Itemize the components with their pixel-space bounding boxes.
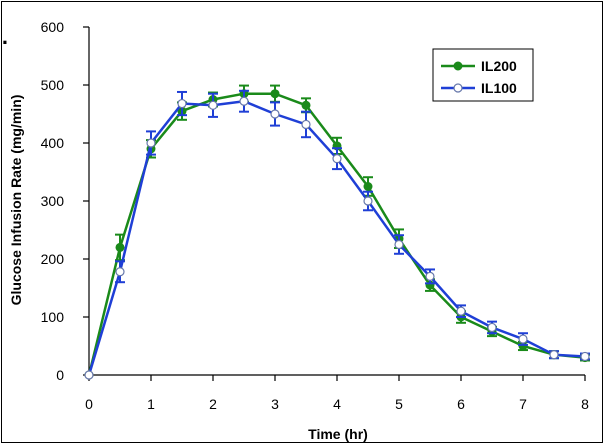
data-point	[146, 138, 156, 148]
x-tick-label: 4	[333, 396, 341, 412]
data-point	[487, 322, 497, 333]
data-point	[518, 334, 528, 344]
x-tick-label: 3	[271, 396, 279, 412]
series-line	[87, 92, 586, 376]
panel-label: B.	[2, 24, 8, 49]
x-tick-label: 0	[85, 396, 93, 412]
x-tick-label: 2	[209, 396, 217, 412]
data-point	[363, 196, 373, 206]
data-point	[332, 154, 342, 164]
y-tick-label: 300	[41, 193, 65, 209]
legend-marker-il100	[453, 83, 463, 93]
data-point	[301, 100, 311, 110]
x-tick-label: 8	[581, 396, 589, 412]
data-point	[456, 306, 466, 316]
series-layer	[84, 84, 590, 380]
data-point	[549, 350, 559, 360]
legend-box	[432, 48, 534, 102]
data-point	[301, 119, 311, 130]
x-tick-label: 6	[457, 396, 465, 412]
data-point	[115, 267, 125, 277]
x-axis-title: Time (hr)	[308, 426, 368, 442]
data-point	[115, 242, 125, 252]
data-point	[425, 271, 435, 281]
legend: IL200 IL100	[432, 48, 534, 102]
data-point	[239, 96, 249, 106]
y-tick-label: 100	[41, 309, 65, 325]
y-tick-label: 200	[41, 251, 65, 267]
x-tick-label: 1	[147, 396, 155, 412]
data-point	[363, 182, 373, 191]
y-axis-ticks: 0 100 200 300 400 500 600	[41, 19, 89, 383]
legend-marker-il200	[453, 61, 463, 71]
data-point	[84, 370, 94, 380]
y-axis-title: Glucose Infusion Rate (mg/min)	[8, 95, 24, 306]
data-point	[580, 351, 590, 362]
data-point	[394, 239, 404, 250]
legend-label-il100: IL100	[481, 80, 517, 96]
data-point	[270, 109, 280, 119]
data-point	[177, 98, 187, 109]
y-tick-label: 500	[41, 77, 65, 93]
y-tick-label: 400	[41, 135, 65, 151]
data-point	[208, 100, 218, 110]
legend-label-il200: IL200	[481, 58, 517, 74]
x-tick-label: 7	[519, 396, 527, 412]
series-il100	[84, 89, 590, 380]
data-point	[270, 89, 280, 99]
y-tick-label: 0	[56, 367, 64, 383]
y-tick-label: 600	[41, 19, 65, 35]
x-axis-ticks: 0 1 2 3 4 5 6 7 8	[85, 375, 589, 412]
x-tick-label: 5	[395, 396, 403, 412]
